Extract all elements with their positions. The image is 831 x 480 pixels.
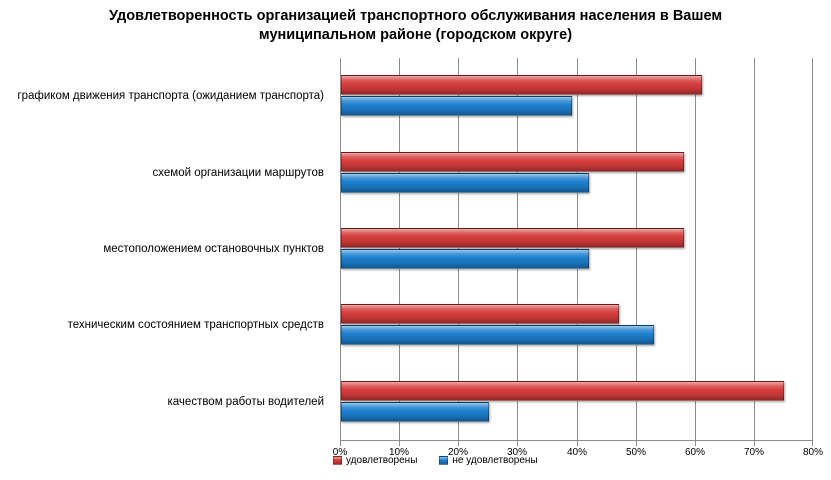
x-axis-tick-label: 70% [743, 447, 765, 458]
x-axis-tick-label: 60% [684, 447, 706, 458]
legend-marker-unsatisfied [439, 456, 449, 465]
axis-tick [695, 440, 696, 446]
legend-marker-satisfied [333, 456, 342, 465]
category-label: техническим состоянием транспортных сред… [67, 319, 324, 332]
x-axis-tick-label: 10% [388, 447, 410, 458]
gridline [812, 58, 813, 440]
bar-unsatisfied [341, 401, 489, 422]
x-axis-tick-label: 50% [625, 447, 647, 458]
chart-title: Удовлетворенность организацией транспорт… [0, 7, 831, 45]
legend-item-unsatisfied: не удовлетворены [439, 455, 538, 466]
gridline [695, 58, 696, 440]
bar-satisfied [341, 228, 684, 248]
bar-satisfied [341, 380, 785, 401]
axis-tick [458, 440, 459, 446]
bar-unsatisfied [341, 96, 572, 117]
gridline [340, 58, 341, 440]
bar-satisfied [341, 75, 702, 96]
category-label: графиком движения транспорта (ожиданием … [17, 90, 324, 103]
axis-tick [517, 440, 518, 446]
bar-satisfied [341, 304, 619, 325]
bar-unsatisfied [341, 249, 590, 269]
gridline [636, 58, 637, 440]
axis-tick [399, 440, 400, 446]
legend: удовлетворены не удовлетворены [333, 455, 538, 466]
bar-satisfied [341, 151, 684, 172]
bar-unsatisfied [341, 172, 590, 193]
gridline [754, 58, 755, 440]
x-axis-tick-label: 40% [566, 447, 588, 458]
axis-tick [754, 440, 755, 446]
x-axis-tick-label: 20% [447, 447, 469, 458]
legend-item-satisfied: удовлетворены [333, 455, 417, 466]
axis-tick [577, 440, 578, 446]
plot-area: 0% 10% 20% 30% 40% 50% 60% 70% 80% [333, 58, 823, 458]
chart-title-line-1: Удовлетворенность организацией транспорт… [108, 8, 723, 24]
x-axis-tick-label: 0% [332, 447, 348, 458]
category-label: качеством работы водителей [167, 395, 325, 408]
bar-unsatisfied [341, 325, 655, 346]
chart-title-line-2: муниципальном районе (городском округе) [258, 27, 573, 43]
axis-tick [340, 440, 341, 446]
axis-tick [636, 440, 637, 446]
category-label: схемой организации маршрутов [152, 166, 324, 179]
x-axis-tick-label: 30% [506, 447, 528, 458]
legend-label-unsatisfied: не удовлетворены [452, 455, 538, 466]
legend-label-satisfied: удовлетворены [346, 455, 418, 466]
axis-tick [812, 440, 813, 446]
x-axis-tick-label: 80% [802, 447, 824, 458]
category-labels: графиком движения транспорта (ожиданием … [0, 58, 332, 440]
category-label: местоположением остановочных пунктов [103, 243, 324, 255]
